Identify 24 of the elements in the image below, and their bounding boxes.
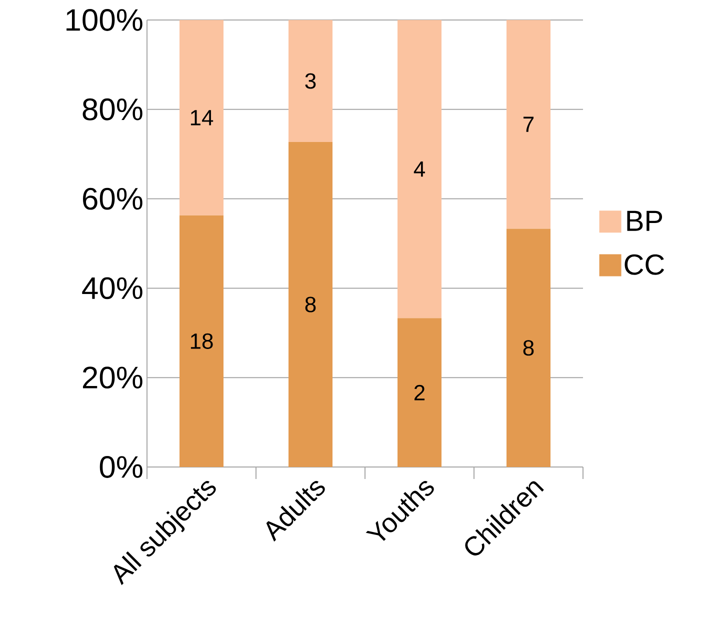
- bar: [288, 142, 333, 467]
- y-tick-label: 60%: [82, 188, 142, 210]
- bar: [288, 20, 333, 142]
- bar: [180, 215, 224, 467]
- annotation: 2: [414, 384, 425, 400]
- bar: [506, 20, 551, 229]
- annotation: 3: [305, 73, 316, 89]
- y-tick-label: 40%: [82, 277, 142, 300]
- y-tick-label: 20%: [82, 366, 142, 389]
- y-tick-label: 100%: [66, 9, 142, 31]
- bar: [180, 20, 224, 216]
- annotation: 14: [190, 110, 214, 126]
- annotation: 8: [305, 296, 316, 312]
- annotation: 7: [524, 116, 534, 132]
- annotation: 4: [414, 161, 425, 177]
- bar: [398, 318, 442, 467]
- annotation: 18: [190, 333, 213, 349]
- bar: [506, 228, 551, 467]
- bar: [398, 20, 442, 318]
- legend-label: BP: [627, 210, 662, 231]
- y-tick-label: 80%: [82, 98, 142, 120]
- y-tick-label: 0%: [100, 456, 142, 478]
- legend-label: CC: [624, 254, 664, 275]
- annotation: 8: [523, 340, 534, 356]
